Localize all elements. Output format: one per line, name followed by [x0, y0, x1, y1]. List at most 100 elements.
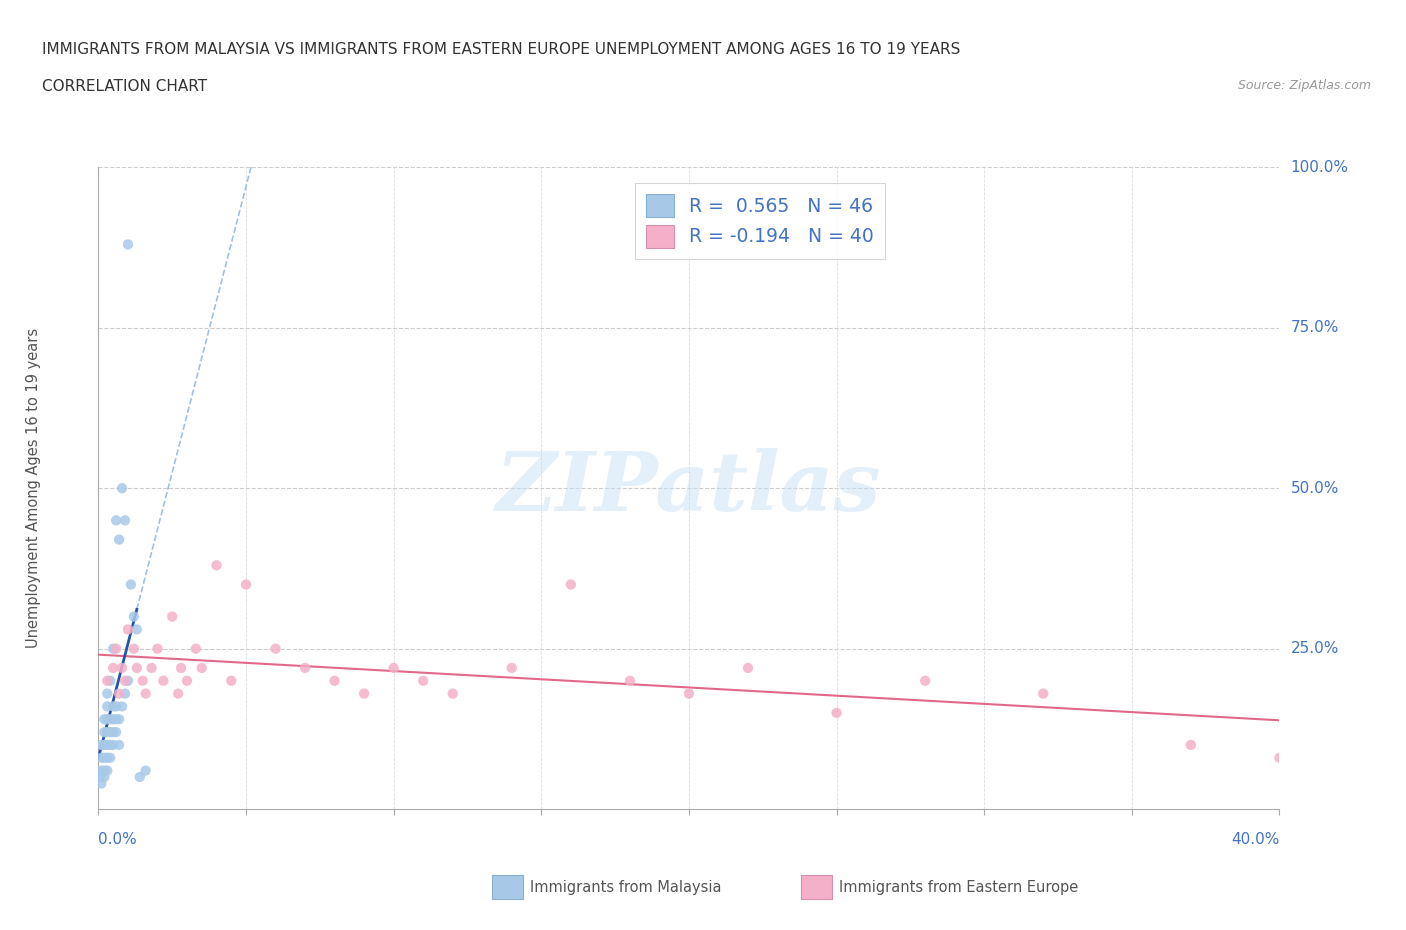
Point [103, 642, 125, 657]
Point [219, 673, 242, 688]
Point [96, 673, 118, 688]
Point [167, 686, 190, 701]
Point [191, 660, 214, 675]
Point [441, 686, 464, 701]
Point [98, 673, 121, 688]
Text: 0.0%: 0.0% [98, 832, 138, 847]
Point [146, 642, 169, 657]
Text: 40.0%: 40.0% [1232, 832, 1279, 847]
Point [105, 724, 128, 739]
Point [98, 724, 121, 739]
Point [98, 737, 121, 752]
Point [323, 673, 346, 688]
Point [294, 660, 316, 675]
Point [176, 673, 198, 688]
Point [108, 737, 131, 752]
Point [353, 686, 375, 701]
Point [141, 660, 163, 675]
Point [501, 660, 523, 675]
Point [619, 673, 641, 688]
Point [103, 724, 125, 739]
Point [96, 699, 118, 714]
Point [120, 577, 142, 592]
Point [152, 673, 174, 688]
Point [382, 660, 405, 675]
Point [105, 711, 128, 726]
Point [98, 711, 121, 726]
Point [678, 686, 700, 701]
Point [90, 751, 112, 765]
Text: Immigrants from Malaysia: Immigrants from Malaysia [530, 880, 721, 895]
Text: 50.0%: 50.0% [1291, 481, 1339, 496]
Point [170, 660, 193, 675]
Point [125, 622, 148, 637]
Point [96, 751, 118, 765]
Text: IMMIGRANTS FROM MALAYSIA VS IMMIGRANTS FROM EASTERN EUROPE UNEMPLOYMENT AMONG AG: IMMIGRANTS FROM MALAYSIA VS IMMIGRANTS F… [42, 42, 960, 57]
Point [105, 699, 128, 714]
Point [103, 660, 125, 675]
Point [96, 686, 118, 701]
Point [108, 711, 131, 726]
Point [98, 751, 121, 765]
Text: Immigrants from Eastern Europe: Immigrants from Eastern Europe [839, 880, 1078, 895]
Point [1268, 751, 1291, 765]
Point [105, 642, 128, 657]
Point [114, 673, 136, 688]
Point [111, 481, 134, 496]
Point [108, 686, 131, 701]
Point [96, 764, 118, 778]
Point [96, 724, 118, 739]
Point [825, 705, 848, 720]
Point [117, 622, 139, 637]
Point [412, 673, 434, 688]
Point [132, 673, 155, 688]
Text: ZIPatlas: ZIPatlas [496, 448, 882, 528]
Point [128, 770, 150, 785]
Point [111, 660, 134, 675]
Point [93, 770, 115, 785]
Point [122, 642, 145, 657]
Point [93, 764, 115, 778]
Point [96, 737, 118, 752]
Point [1032, 686, 1054, 701]
Text: CORRELATION CHART: CORRELATION CHART [42, 79, 207, 94]
Point [135, 764, 157, 778]
Point [105, 513, 128, 528]
Point [114, 513, 136, 528]
Point [93, 751, 115, 765]
Point [560, 577, 582, 592]
Point [93, 737, 115, 752]
Point [162, 609, 183, 624]
Point [122, 609, 145, 624]
Text: 100.0%: 100.0% [1291, 160, 1348, 175]
Point [90, 764, 112, 778]
Point [90, 737, 112, 752]
Point [1180, 737, 1202, 752]
Point [117, 673, 139, 688]
Point [205, 558, 228, 573]
Point [114, 686, 136, 701]
Point [89, 770, 111, 785]
Point [103, 699, 125, 714]
Text: Source: ZipAtlas.com: Source: ZipAtlas.com [1237, 79, 1371, 92]
Point [235, 577, 257, 592]
Point [914, 673, 936, 688]
Point [184, 642, 207, 657]
Point [93, 711, 115, 726]
Text: Unemployment Among Ages 16 to 19 years: Unemployment Among Ages 16 to 19 years [25, 328, 41, 648]
Point [108, 532, 131, 547]
Point [90, 776, 112, 790]
Legend: R =  0.565   N = 46, R = -0.194   N = 40: R = 0.565 N = 46, R = -0.194 N = 40 [634, 183, 884, 259]
Point [135, 686, 157, 701]
Point [264, 642, 287, 657]
Text: 75.0%: 75.0% [1291, 320, 1339, 336]
Point [103, 711, 125, 726]
Point [125, 660, 148, 675]
Point [96, 711, 118, 726]
Point [117, 237, 139, 252]
Point [93, 724, 115, 739]
Point [103, 737, 125, 752]
Point [111, 699, 134, 714]
Point [737, 660, 759, 675]
Text: 25.0%: 25.0% [1291, 641, 1339, 657]
